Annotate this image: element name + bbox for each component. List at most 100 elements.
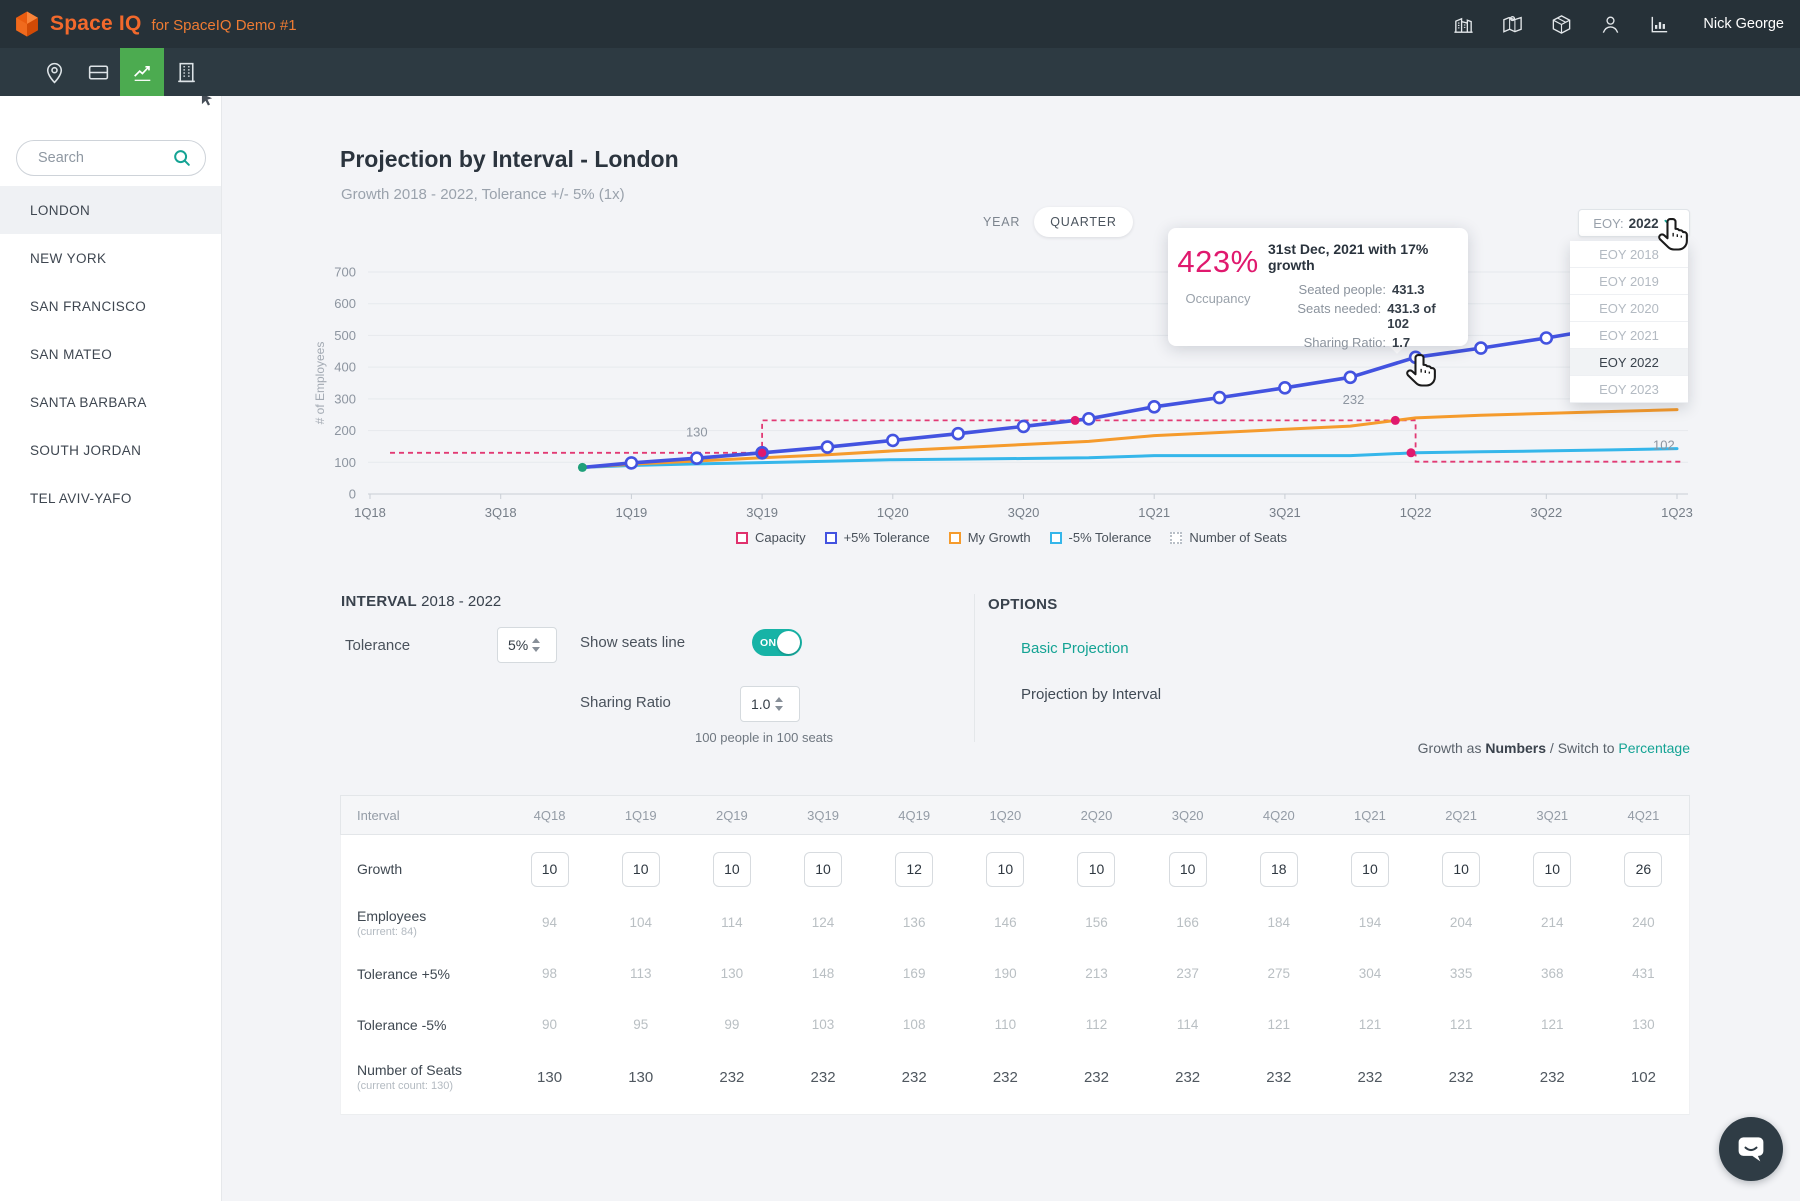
sidebar-item-london[interactable]: LONDON xyxy=(0,186,221,234)
legend-item-number-of-seats[interactable]: Number of Seats xyxy=(1170,530,1287,545)
tolerance-input[interactable] xyxy=(498,636,532,654)
sharing-ratio-input[interactable] xyxy=(741,695,775,713)
interval-heading-bold: INTERVAL xyxy=(341,593,417,610)
chart-point[interactable] xyxy=(1410,352,1421,363)
table-cell: 99 xyxy=(686,1017,777,1032)
page-title: Projection by Interval - London xyxy=(340,146,679,173)
growth-input[interactable] xyxy=(804,852,842,887)
chart-point[interactable] xyxy=(887,435,898,446)
nav-item-location-pin[interactable] xyxy=(32,48,76,96)
legend-item-my-growth[interactable]: My Growth xyxy=(949,530,1031,545)
growth-input[interactable] xyxy=(1260,852,1298,887)
package-icon[interactable] xyxy=(1550,13,1573,36)
eoy-option-eoy-2020[interactable]: EOY 2020 xyxy=(1570,295,1688,322)
legend-item--5-tolerance[interactable]: -5% Tolerance xyxy=(1050,530,1152,545)
legend-item-capacity[interactable]: Capacity xyxy=(736,530,806,545)
table-cell: 130 xyxy=(1598,1017,1689,1032)
column-header-1q19: 1Q19 xyxy=(595,808,686,823)
tooltip-rows: Seated people:431.3Seats needed:431.3 of… xyxy=(1268,282,1458,350)
nav-item-floor-rows[interactable] xyxy=(76,48,120,96)
growth-input[interactable] xyxy=(713,852,751,887)
step-up-icon[interactable] xyxy=(532,638,540,643)
tolerance-stepper-arrows[interactable] xyxy=(532,638,540,652)
chart-point[interactable] xyxy=(626,457,637,468)
search-box[interactable] xyxy=(16,140,206,176)
user-name[interactable]: Nick George xyxy=(1703,16,1784,32)
row-label-text: Tolerance -5% xyxy=(357,1017,504,1033)
growth-switch-prefix: Growth as xyxy=(1418,740,1486,756)
sharing-ratio-stepper[interactable] xyxy=(740,686,800,722)
chart-point[interactable] xyxy=(1214,392,1225,403)
growth-input[interactable] xyxy=(895,852,933,887)
svg-text:600: 600 xyxy=(334,296,356,311)
table-row-tolerance-5-: Tolerance -5%909599103108110112114121121… xyxy=(341,999,1689,1050)
chat-launcher-button[interactable] xyxy=(1719,1117,1783,1181)
chart-point[interactable] xyxy=(822,442,833,453)
growth-input[interactable] xyxy=(1442,852,1480,887)
eoy-option-eoy-2023[interactable]: EOY 2023 xyxy=(1570,376,1688,403)
nav-item-building[interactable] xyxy=(164,48,208,96)
chart-point[interactable] xyxy=(1475,343,1486,354)
growth-switch-percentage-link[interactable]: Percentage xyxy=(1618,740,1690,756)
table-cell: 368 xyxy=(1507,966,1598,981)
growth-input[interactable] xyxy=(986,852,1024,887)
chart-point[interactable] xyxy=(1018,421,1029,432)
tooltip-details: 31st Dec, 2021 with 17% growth Seated pe… xyxy=(1268,228,1468,346)
eoy-dropdown-button[interactable]: EOY: 2022 xyxy=(1578,209,1690,237)
sharing-stepper-arrows[interactable] xyxy=(775,697,783,711)
chevron-down-icon[interactable] xyxy=(1664,214,1675,232)
step-down-icon[interactable] xyxy=(532,647,540,652)
chart-point[interactable] xyxy=(1149,401,1160,412)
chart-point[interactable] xyxy=(1345,372,1356,383)
eoy-option-eoy-2019[interactable]: EOY 2019 xyxy=(1570,268,1688,295)
growth-input[interactable] xyxy=(1077,852,1115,887)
chart-point[interactable] xyxy=(1541,333,1552,344)
step-up-icon[interactable] xyxy=(775,697,783,702)
chart-point[interactable] xyxy=(1083,413,1094,424)
brand-suffix: for SpaceIQ Demo #1 xyxy=(151,17,296,34)
chart-point[interactable] xyxy=(757,447,768,458)
sidebar-item-san-francisco[interactable]: SAN FRANCISCO xyxy=(0,282,221,330)
search-icon[interactable] xyxy=(172,148,192,168)
toggle-year[interactable]: YEAR xyxy=(983,215,1020,229)
sidebar-item-south-jordan[interactable]: SOUTH JORDAN xyxy=(0,426,221,474)
toggle-knob[interactable] xyxy=(777,631,800,654)
growth-input[interactable] xyxy=(1169,852,1207,887)
eoy-option-eoy-2018[interactable]: EOY 2018 xyxy=(1570,241,1688,268)
nav-item-growth-chart[interactable] xyxy=(120,48,164,96)
legend-item--5-tolerance[interactable]: +5% Tolerance xyxy=(825,530,930,545)
sidebar-item-san-mateo[interactable]: SAN MATEO xyxy=(0,330,221,378)
chart-point[interactable] xyxy=(953,428,964,439)
table-cell: 194 xyxy=(1324,915,1415,930)
buildings-icon[interactable] xyxy=(1452,13,1475,36)
growth-input[interactable] xyxy=(622,852,660,887)
table-cell: 90 xyxy=(504,1017,595,1032)
chart-point[interactable] xyxy=(1279,382,1290,393)
growth-input[interactable] xyxy=(1533,852,1571,887)
stats-icon[interactable] xyxy=(1648,13,1671,36)
eoy-option-eoy-2021[interactable]: EOY 2021 xyxy=(1570,322,1688,349)
search-input[interactable] xyxy=(36,149,166,167)
column-header-4q20: 4Q20 xyxy=(1233,808,1324,823)
table-cell: 214 xyxy=(1507,915,1598,930)
show-seats-toggle[interactable]: ON xyxy=(752,629,802,656)
growth-input[interactable] xyxy=(531,852,569,887)
user-icon[interactable] xyxy=(1599,13,1622,36)
map-icon[interactable] xyxy=(1501,13,1524,36)
growth-input[interactable] xyxy=(1351,852,1389,887)
sidebar-item-santa-barbara[interactable]: SANTA BARBARA xyxy=(0,378,221,426)
option-basic-projection[interactable]: Basic Projection xyxy=(1021,640,1129,657)
toggle-quarter[interactable]: QUARTER xyxy=(1034,207,1133,237)
growth-switch-middle: / Switch to xyxy=(1546,740,1618,756)
option-projection-by-interval[interactable]: Projection by Interval xyxy=(1021,686,1161,703)
growth-input[interactable] xyxy=(1624,852,1662,887)
svg-text:102: 102 xyxy=(1653,438,1675,453)
spaceiq-logo-icon[interactable] xyxy=(12,9,42,39)
step-down-icon[interactable] xyxy=(775,706,783,711)
module-nav-bar xyxy=(0,48,1800,96)
sidebar-item-tel-aviv-yafo[interactable]: TEL AVIV-YAFO xyxy=(0,474,221,522)
chart-point[interactable] xyxy=(691,453,702,464)
sidebar-item-new-york[interactable]: NEW YORK xyxy=(0,234,221,282)
tolerance-stepper[interactable] xyxy=(497,627,557,663)
eoy-option-eoy-2022[interactable]: EOY 2022 xyxy=(1570,349,1688,376)
